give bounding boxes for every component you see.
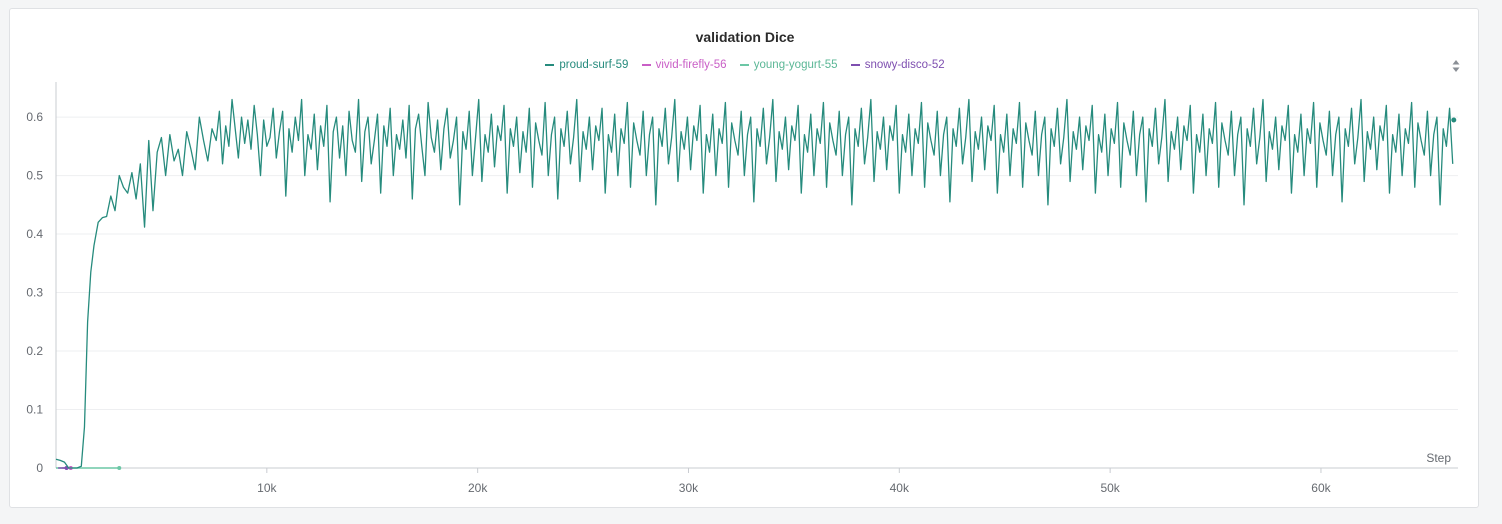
y-tick-label: 0.2 [26,344,43,358]
series-endpoint-young-yogurt-55 [117,466,122,470]
series-line-proud-surf-59[interactable] [55,98,1454,469]
legend-label: snowy-disco-52 [864,59,945,71]
axes: 0 0.1 0.2 0.3 0.4 0.5 0.6 10k 20k 30k 40k 50k 60k [26,82,1458,495]
series-layer [55,98,1457,470]
legend-swatch-proud-surf-59 [545,63,555,66]
x-tick-label: 50k [1100,481,1120,495]
x-tick-label: 10k [257,481,277,495]
legend-item-vivid-firefly-56[interactable]: vivid-firefly-56 [641,59,727,71]
legend-swatch-vivid-firefly-56 [641,63,651,66]
chart-panel [9,8,1479,508]
chart-title: validation Dice [695,29,795,45]
sort-icon[interactable] [1451,58,1461,74]
x-tick-label: 60k [1311,481,1331,495]
legend-label: vivid-firefly-56 [655,59,727,71]
y-tick-label: 0 [36,461,43,475]
legend-swatch-young-yogurt-55 [739,63,749,66]
x-tick-label: 30k [679,481,699,495]
y-tick-label: 0.4 [26,227,43,241]
y-tick-label: 0.5 [26,169,43,183]
x-tick-label: 20k [468,481,488,495]
legend-label: proud-surf-59 [559,59,629,71]
series-endpoint-proud-surf-59 [1451,117,1457,123]
x-axis-title: Step [1426,451,1451,465]
y-tick-label: 0.1 [26,403,43,417]
grid-lines [56,116,1458,411]
legend-swatch-snowy-disco-52 [850,63,860,66]
y-tick-label: 0.3 [26,286,43,300]
y-tick-label: 0.6 [26,110,43,124]
legend-item-young-yogurt-55[interactable]: young-yogurt-55 [739,59,838,71]
legend: proud-surf-59 vivid-firefly-56 young-yog… [0,59,1490,71]
legend-label: young-yogurt-55 [753,59,838,71]
legend-item-proud-surf-59[interactable]: proud-surf-59 [545,59,628,71]
x-tick-label: 40k [890,481,910,495]
legend-item-snowy-disco-52[interactable]: snowy-disco-52 [850,59,945,71]
